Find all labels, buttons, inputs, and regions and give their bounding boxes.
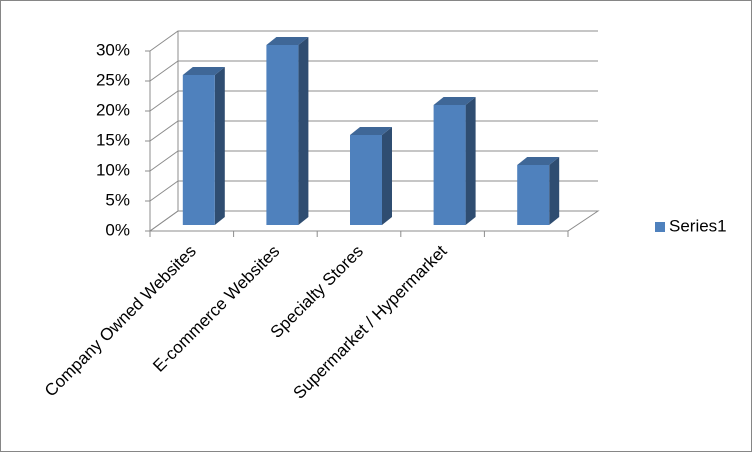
y-tick-label: 25% (96, 70, 130, 89)
grid-line (149, 30, 598, 52)
bar (517, 157, 560, 225)
y-tick-label: 5% (105, 190, 130, 209)
bar-front (517, 165, 550, 225)
bar-front (433, 105, 466, 225)
bar-top (266, 37, 309, 45)
bar-top (350, 127, 392, 135)
bar-side (214, 67, 225, 225)
bar (182, 67, 225, 225)
bar-front (266, 45, 299, 225)
legend-swatch (655, 222, 665, 232)
bar-front (182, 75, 215, 225)
y-tick-label: 30% (96, 40, 130, 59)
bar-front (350, 135, 382, 225)
bar-top (182, 67, 225, 75)
bar-side (382, 127, 392, 225)
grid-line (149, 90, 598, 112)
y-tick-label: 0% (105, 220, 130, 239)
y-tick-label: 15% (96, 130, 130, 149)
grid-line (149, 60, 598, 82)
bar-side (549, 157, 560, 225)
y-tick-label: 20% (96, 100, 130, 119)
bar-side (298, 37, 309, 225)
legend-label: Series1 (669, 216, 727, 235)
bar (350, 127, 392, 225)
bar-top (517, 157, 560, 165)
bar (433, 97, 476, 225)
bar-side (465, 97, 476, 225)
bar (266, 37, 309, 225)
bar-top (433, 97, 476, 105)
y-tick-label: 10% (96, 160, 130, 179)
